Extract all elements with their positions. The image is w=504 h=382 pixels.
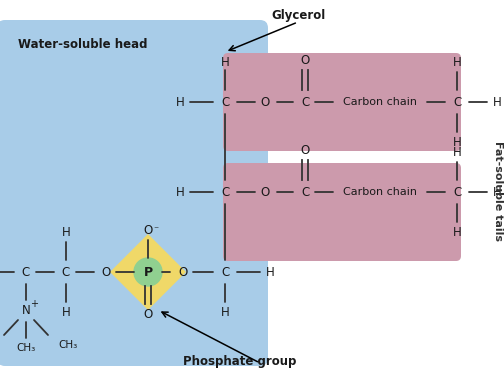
- Text: C: C: [301, 96, 309, 108]
- Text: H: H: [175, 96, 184, 108]
- Text: C: C: [22, 265, 30, 278]
- Text: Carbon chain: Carbon chain: [343, 97, 417, 107]
- Text: O: O: [143, 223, 153, 236]
- Text: H: H: [266, 265, 274, 278]
- Text: C: C: [453, 186, 461, 199]
- Text: H: H: [61, 225, 71, 238]
- Text: H: H: [175, 186, 184, 199]
- Text: H: H: [453, 55, 461, 68]
- Text: H: H: [221, 55, 229, 68]
- Text: Water-soluble head: Water-soluble head: [18, 38, 148, 51]
- Text: O: O: [300, 144, 309, 157]
- Text: C: C: [453, 96, 461, 108]
- Text: N: N: [22, 304, 30, 317]
- Text: CH₃: CH₃: [16, 343, 36, 353]
- Circle shape: [134, 258, 162, 286]
- Text: O: O: [178, 265, 187, 278]
- FancyBboxPatch shape: [223, 53, 461, 151]
- Text: Carbon chain: Carbon chain: [343, 187, 417, 197]
- Text: H: H: [453, 136, 461, 149]
- Text: O: O: [101, 265, 110, 278]
- Text: H: H: [221, 306, 229, 319]
- Text: Fat-soluble tails: Fat-soluble tails: [493, 141, 503, 241]
- Text: H: H: [492, 96, 501, 108]
- Text: C: C: [221, 186, 229, 199]
- Text: O: O: [300, 53, 309, 66]
- Text: H: H: [492, 186, 501, 199]
- Text: H: H: [453, 146, 461, 159]
- Text: O: O: [143, 308, 153, 320]
- Text: H: H: [453, 225, 461, 238]
- Text: C: C: [301, 186, 309, 199]
- Text: Phosphate group: Phosphate group: [183, 355, 297, 368]
- Text: O: O: [261, 96, 270, 108]
- Text: C: C: [62, 265, 70, 278]
- Text: +: +: [30, 299, 38, 309]
- FancyBboxPatch shape: [0, 20, 268, 366]
- Text: ⁻: ⁻: [153, 225, 159, 235]
- Text: O: O: [261, 186, 270, 199]
- Text: C: C: [221, 96, 229, 108]
- Text: Glycerol: Glycerol: [271, 10, 325, 23]
- Polygon shape: [110, 234, 186, 310]
- FancyBboxPatch shape: [223, 163, 461, 261]
- Text: H: H: [61, 306, 71, 319]
- Text: CH₃: CH₃: [58, 340, 77, 350]
- Text: C: C: [221, 265, 229, 278]
- Text: P: P: [144, 265, 153, 278]
